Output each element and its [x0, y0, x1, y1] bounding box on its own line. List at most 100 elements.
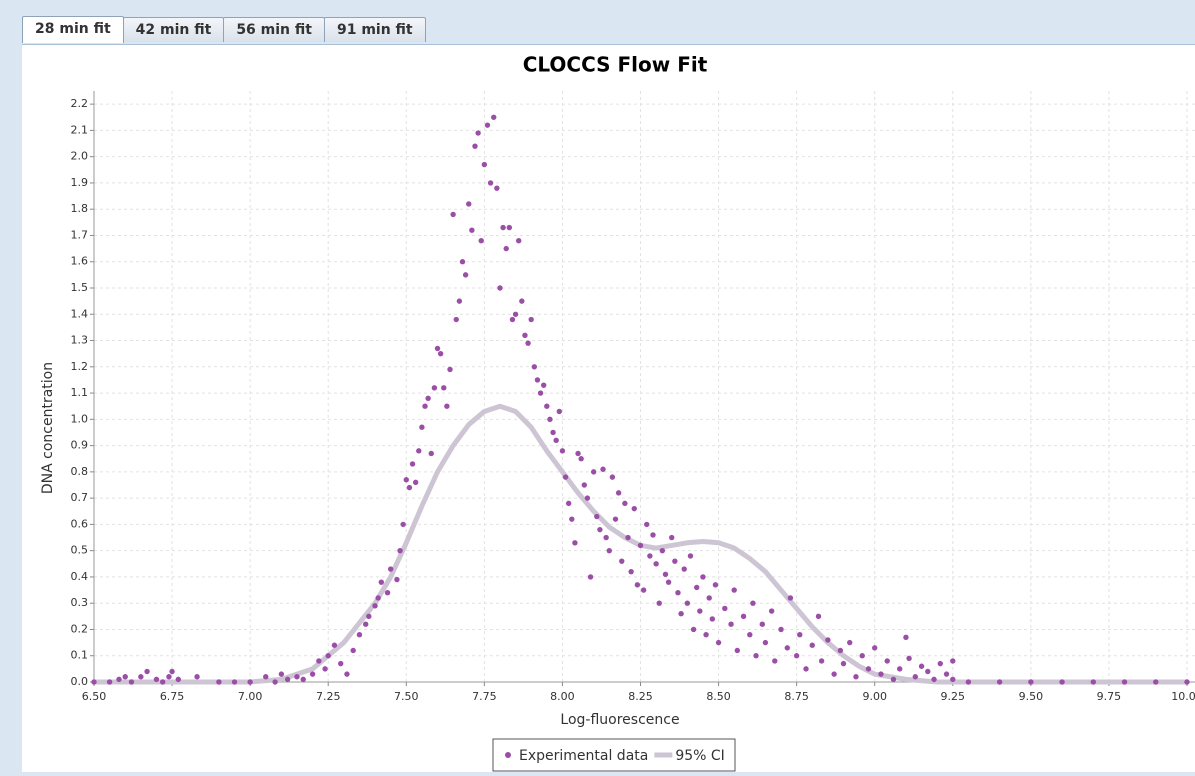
data-point	[350, 647, 356, 654]
data-point	[356, 632, 363, 638]
tab[interactable]: 91 min fit	[323, 17, 426, 42]
data-point	[606, 547, 612, 554]
data-point	[469, 227, 475, 233]
data-point	[263, 674, 269, 680]
data-point	[378, 579, 385, 585]
data-point	[553, 437, 559, 444]
data-point	[890, 676, 897, 683]
y-tick-label: 1.9	[71, 176, 89, 189]
data-point	[837, 647, 844, 654]
tab[interactable]: 28 min fit	[22, 16, 124, 43]
data-point	[556, 408, 563, 415]
data-point	[1090, 679, 1097, 685]
x-tick-label: 10.00	[1171, 690, 1195, 703]
data-point	[534, 377, 541, 383]
data-point	[537, 390, 544, 396]
data-point	[409, 461, 416, 467]
data-point	[859, 653, 865, 659]
data-point	[394, 576, 400, 583]
data-point	[1184, 679, 1190, 685]
data-point	[818, 658, 825, 664]
x-tick-label: 8.50	[706, 690, 731, 703]
data-point	[194, 674, 200, 680]
data-point	[659, 547, 666, 554]
legend-label: 95% CI	[675, 748, 724, 764]
data-point	[512, 311, 519, 317]
y-tick-label: 2.0	[71, 150, 89, 163]
data-point	[640, 587, 647, 593]
data-point	[950, 658, 956, 664]
data-point	[847, 639, 853, 646]
panel-border	[0, 772, 1195, 776]
data-point	[462, 272, 469, 278]
data-point	[544, 403, 550, 409]
data-point	[528, 316, 534, 323]
data-point	[397, 547, 403, 554]
data-point	[497, 285, 503, 291]
data-point	[590, 469, 597, 475]
chart-title: CLOCCS Flow Fit	[523, 53, 708, 77]
tab[interactable]: 56 min fit	[223, 17, 325, 42]
data-point	[706, 595, 712, 601]
data-point	[316, 658, 322, 664]
data-point	[309, 671, 316, 677]
data-point	[138, 674, 144, 680]
data-point	[428, 450, 434, 457]
data-point	[584, 495, 591, 501]
x-tick-label: 6.75	[160, 690, 185, 703]
data-point	[597, 526, 603, 533]
data-point	[678, 611, 684, 617]
data-point	[500, 224, 506, 231]
data-point	[637, 542, 644, 549]
data-point	[494, 185, 500, 191]
data-point	[656, 600, 662, 606]
data-point	[619, 558, 625, 564]
data-point	[753, 653, 759, 659]
data-point	[472, 143, 478, 149]
data-point	[400, 521, 406, 528]
legend-box	[492, 738, 736, 772]
data-point	[681, 566, 687, 572]
data-point	[519, 298, 525, 304]
data-point	[572, 540, 578, 546]
data-point	[747, 632, 753, 638]
y-tick-label: 2.2	[71, 97, 89, 110]
y-tick-label: 0.3	[71, 596, 89, 609]
data-point	[422, 403, 428, 409]
data-point	[231, 679, 238, 685]
legend: Experimental data 95% CI	[492, 738, 736, 772]
tabs: 28 min fit 42 min fit 56 min fit 91 min …	[22, 16, 426, 43]
data-point	[506, 224, 513, 231]
tab-bar: 28 min fit 42 min fit 56 min fit 91 min …	[0, 0, 1195, 45]
data-point	[694, 584, 700, 591]
data-point	[722, 605, 728, 612]
y-tick-label: 0.8	[71, 465, 89, 478]
y-tick-label: 2.1	[71, 123, 89, 136]
data-point	[912, 674, 919, 680]
data-point	[153, 676, 160, 683]
data-point	[878, 671, 884, 677]
data-point	[531, 364, 538, 370]
data-point	[709, 616, 716, 622]
data-point	[160, 679, 166, 685]
data-point	[278, 671, 285, 677]
y-tick-label: 0.7	[71, 491, 89, 504]
y-tick-label: 0.9	[71, 439, 89, 452]
data-point	[575, 450, 581, 457]
data-point	[853, 674, 859, 680]
data-point	[644, 521, 650, 528]
data-point	[169, 668, 175, 675]
data-point	[406, 484, 413, 491]
ci-line	[94, 403, 1187, 685]
tab[interactable]: 42 min fit	[122, 17, 225, 42]
data-point	[247, 679, 253, 685]
y-tick-label: 1.7	[71, 228, 89, 241]
data-point	[481, 161, 488, 168]
data-point	[587, 574, 594, 580]
data-point	[416, 448, 422, 454]
data-point	[712, 582, 719, 588]
data-point	[484, 122, 491, 128]
data-point	[578, 456, 584, 462]
data-point	[491, 114, 497, 120]
x-tick-label: 9.00	[862, 690, 887, 703]
